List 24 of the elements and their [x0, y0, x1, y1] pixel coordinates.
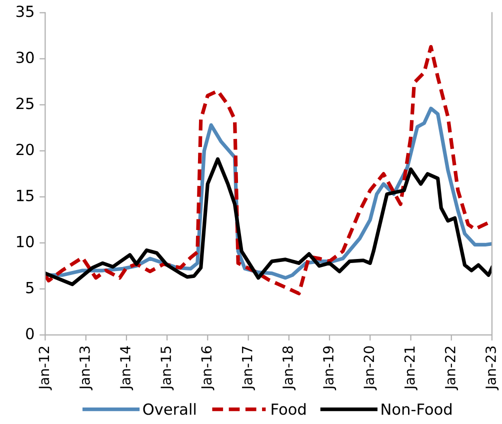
- x-tick-label: Jan-13: [79, 346, 92, 390]
- y-tick-label: 5: [26, 282, 34, 294]
- x-tick-label: Jan-20: [364, 346, 377, 390]
- legend-label: Overall: [143, 403, 196, 415]
- x-tick-label: Jan-14: [120, 346, 134, 390]
- x-tick-label: Jan-21: [404, 346, 418, 390]
- y-tick-label: 25: [16, 98, 34, 110]
- x-tick-label: Jan-19: [323, 346, 336, 390]
- x-tick-label: Jan-12: [38, 346, 52, 390]
- x-tick-label: Jan-16: [201, 346, 214, 390]
- x-tick-label: Jan-17: [242, 346, 255, 390]
- x-tick-label: Jan-18: [282, 346, 296, 390]
- legend-label: Food: [272, 403, 306, 415]
- y-tick-label: 10: [17, 236, 34, 248]
- x-tick-label: Jan-23: [485, 346, 499, 390]
- y-tick-label: 15: [17, 190, 34, 202]
- y-tick-label: 30: [16, 52, 34, 64]
- legend-label: Non-Food: [382, 403, 452, 415]
- y-tick-label: 20: [16, 144, 34, 156]
- y-tick-label: 35: [16, 6, 34, 18]
- x-tick-label: Jan-15: [160, 346, 174, 390]
- line-series: [45, 157, 492, 286]
- y-tick-label: 0: [26, 328, 34, 340]
- x-tick-label: Jan-22: [444, 346, 458, 390]
